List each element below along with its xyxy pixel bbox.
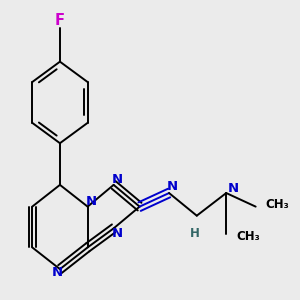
Text: CH₃: CH₃ bbox=[236, 230, 260, 243]
Text: N: N bbox=[85, 195, 97, 208]
Text: N: N bbox=[112, 173, 123, 186]
Text: N: N bbox=[112, 227, 123, 240]
Text: F: F bbox=[55, 14, 65, 28]
Text: N: N bbox=[167, 180, 178, 193]
Text: CH₃: CH₃ bbox=[266, 198, 289, 211]
Text: N: N bbox=[228, 182, 239, 195]
Text: N: N bbox=[52, 266, 63, 279]
Text: H: H bbox=[190, 227, 200, 240]
